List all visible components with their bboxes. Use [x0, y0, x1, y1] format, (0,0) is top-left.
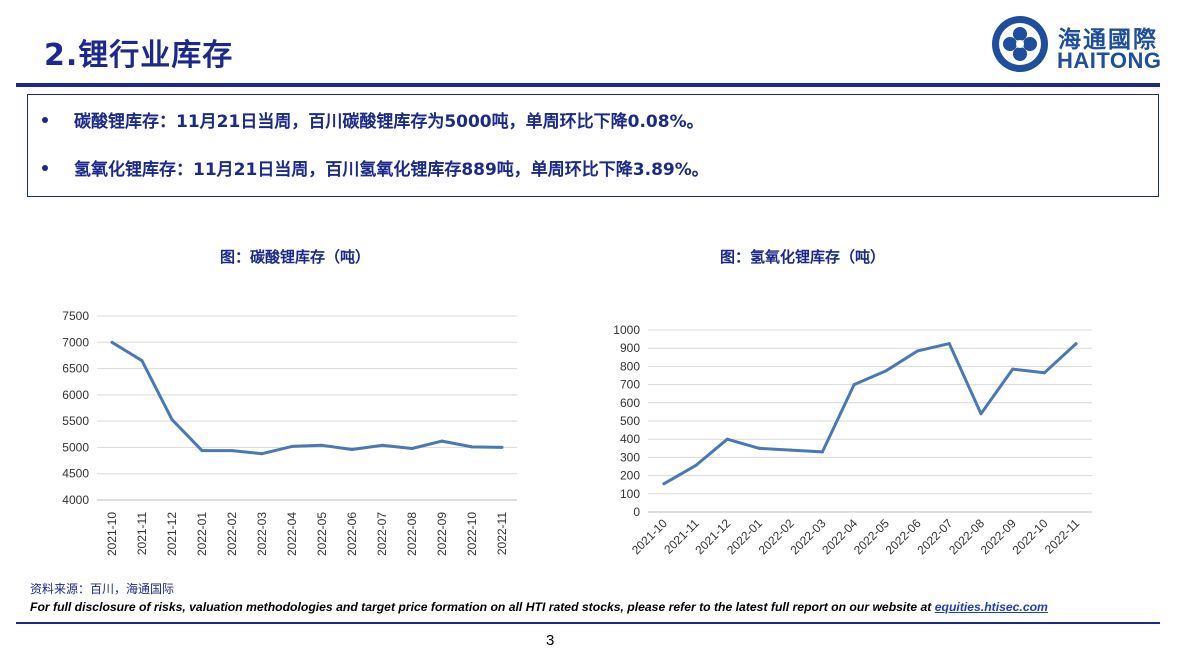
data-point: [110, 340, 114, 344]
data-point: [410, 446, 414, 450]
x-tick-label: 2022-02: [225, 512, 239, 556]
y-tick-label: 500: [620, 414, 640, 428]
x-tick-label: 2021-10: [105, 512, 119, 556]
page-title: 2.锂行业库存: [44, 38, 234, 73]
y-tick-label: 7500: [62, 309, 89, 323]
data-point: [500, 445, 504, 449]
x-tick-label: 2022-11: [1042, 516, 1083, 557]
x-tick-label: 2022-10: [465, 512, 479, 556]
data-point: [884, 369, 888, 373]
logo-chinese-text: 海通國際: [1058, 27, 1158, 53]
x-tick-label: 2022-04: [285, 512, 299, 556]
data-point: [1011, 367, 1015, 371]
disclosure-text: For full disclosure of risks, valuation …: [30, 600, 1048, 614]
data-point: [979, 412, 983, 416]
summary-bullet-text: 碳酸锂库存：11月21日当周，百川碳酸锂库存为5000吨，单周环比下降0.08%…: [74, 112, 704, 132]
title-divider: [16, 83, 1160, 87]
page-number: 3: [546, 632, 555, 649]
footer-divider: [16, 622, 1160, 624]
x-tick-label: 2022-08: [405, 512, 419, 556]
data-point: [380, 443, 384, 447]
x-tick-label: 2022-10: [1010, 516, 1051, 557]
y-tick-label: 7000: [62, 335, 89, 349]
data-point: [440, 439, 444, 443]
summary-bullet: 氢氧化锂库存：11月21日当周，百川氢氧化锂库存889吨，单周环比下降3.89%…: [42, 155, 709, 180]
bullet-dot-icon: [42, 164, 48, 171]
x-tick-label: 2022-09: [435, 512, 449, 556]
data-point: [200, 449, 204, 453]
x-tick-label: 2022-11: [495, 512, 509, 555]
y-tick-label: 0: [633, 505, 640, 519]
y-tick-label: 6500: [62, 362, 89, 376]
data-point: [140, 359, 144, 363]
summary-bullet-text: 氢氧化锂库存：11月21日当周，百川氢氧化锂库存889吨，单周环比下降3.89%…: [74, 160, 709, 180]
y-tick-label: 5500: [62, 414, 89, 428]
x-tick-label: 2021-11: [135, 512, 149, 555]
series-line: [663, 342, 1078, 486]
y-tick-label: 700: [620, 378, 640, 392]
summary-box: 碳酸锂库存：11月21日当周，百川碳酸锂库存为5000吨，单周环比下降0.08%…: [27, 94, 1159, 197]
data-point: [662, 482, 666, 486]
summary-bullet: 碳酸锂库存：11月21日当周，百川碳酸锂库存为5000吨，单周环比下降0.08%…: [42, 107, 704, 132]
website-link[interactable]: equities.htisec.com: [934, 600, 1048, 614]
data-point: [230, 449, 234, 453]
company-logo: 海通國際 HAITONG: [990, 10, 1170, 74]
data-point: [947, 342, 951, 346]
x-tick-label: 2021-12: [165, 512, 179, 556]
x-tick-label: 2021-10: [629, 516, 670, 557]
y-tick-label: 4500: [62, 467, 89, 481]
x-tick-label: 2022-03: [255, 512, 269, 556]
y-tick-label: 100: [620, 487, 640, 501]
disclosure-body: For full disclosure of risks, valuation …: [30, 600, 932, 614]
data-point: [290, 444, 294, 448]
data-point: [470, 445, 474, 449]
y-tick-label: 900: [620, 341, 640, 355]
y-tick-label: 400: [620, 432, 640, 446]
data-point: [789, 448, 793, 452]
y-tick-label: 5000: [62, 440, 89, 454]
bullet-dot-icon: [42, 116, 48, 123]
data-point: [170, 418, 174, 422]
y-tick-label: 800: [620, 359, 640, 373]
x-tick-label: 2022-05: [315, 512, 329, 556]
x-tick-label: 2022-01: [195, 512, 209, 556]
data-point: [694, 464, 698, 468]
chart-title-lithium-carbonate: 图：碳酸锂库存（吨）: [220, 248, 371, 266]
haitong-logo-icon: [992, 16, 1048, 72]
y-tick-label: 4000: [62, 493, 89, 507]
chart-title-lithium-hydroxide: 图：氢氧化锂库存（吨）: [720, 248, 886, 266]
logo-english-text: HAITONG: [1057, 48, 1162, 73]
y-tick-label: 200: [620, 469, 640, 483]
data-point: [1042, 371, 1046, 375]
y-tick-label: 300: [620, 450, 640, 464]
data-point: [725, 437, 729, 441]
x-tick-label: 2022-07: [375, 512, 389, 556]
source-note: 资料来源：百川，海通国际: [30, 582, 175, 596]
x-tick-label: 2022-06: [345, 512, 359, 556]
data-point: [350, 448, 354, 452]
data-point: [916, 349, 920, 353]
data-point: [260, 452, 264, 456]
data-point: [1074, 342, 1078, 346]
y-tick-label: 600: [620, 396, 640, 410]
data-point: [852, 383, 856, 387]
data-point: [820, 450, 824, 454]
y-tick-label: 6000: [62, 388, 89, 402]
data-point: [320, 443, 324, 447]
series-line: [111, 341, 503, 456]
y-tick-label: 1000: [613, 323, 640, 337]
data-point: [757, 446, 761, 450]
